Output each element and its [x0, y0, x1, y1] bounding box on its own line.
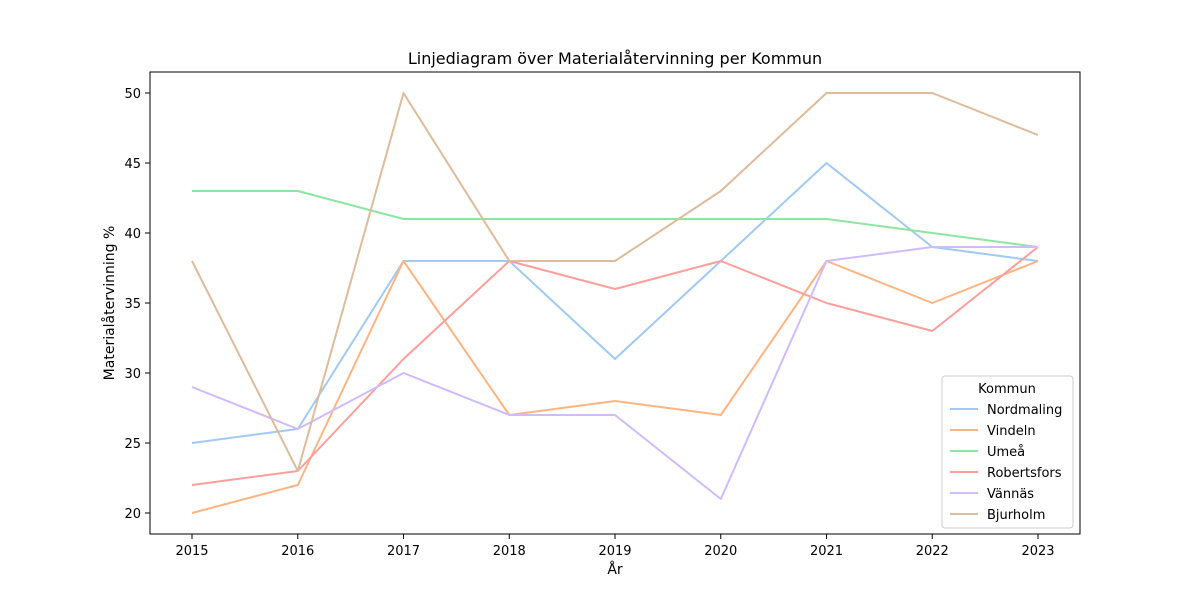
- legend-label: Vindeln: [987, 424, 1036, 439]
- legend-label: Bjurholm: [987, 508, 1045, 523]
- legend-label: Robertsfors: [987, 466, 1062, 481]
- y-tick-label: 45: [124, 157, 141, 172]
- legend: Kommun Nordmaling Vindeln Umeå Robertsfors V…: [941, 375, 1074, 529]
- legend-label: Nordmaling: [987, 403, 1062, 418]
- y-tick-label: 30: [124, 367, 141, 382]
- series-line-nordmaling: [191, 162, 1039, 444]
- series-line-vindeln: [191, 260, 1039, 514]
- legend-title: Kommun: [978, 382, 1036, 397]
- series-line-bjurholm: [191, 92, 1039, 472]
- x-tick-label: 2015: [175, 544, 208, 559]
- plot-frame: [149, 71, 1081, 535]
- series-lines: [191, 92, 1039, 514]
- legend-label: Vännäs: [987, 487, 1034, 502]
- x-tick-label: 2021: [810, 544, 843, 559]
- x-axis: 2015 2016 2017 2018 2019 2020 2021 2022 2023: [175, 534, 1055, 559]
- y-tick-label: 35: [124, 297, 141, 312]
- series-line-ume-: [192, 190, 1039, 248]
- x-tick-label: 2020: [704, 544, 737, 559]
- y-axis: 20 25 30 35 40 45 50: [124, 87, 150, 522]
- chart-title: Linjediagram över Materialåtervinning pe…: [408, 49, 822, 68]
- legend-label: Umeå: [987, 445, 1025, 460]
- x-tick-label: 2022: [916, 544, 949, 559]
- x-tick-label: 2017: [387, 544, 420, 559]
- x-tick-label: 2016: [281, 544, 314, 559]
- y-tick-label: 40: [124, 227, 141, 242]
- y-tick-label: 50: [124, 87, 141, 102]
- series-line-v-nn-s: [191, 246, 1038, 500]
- series-line-robertsfors: [191, 246, 1039, 486]
- y-axis-label: Materialåtervinning %: [101, 226, 118, 381]
- x-tick-label: 2019: [598, 544, 631, 559]
- x-tick-label: 2018: [493, 544, 526, 559]
- legend-box: [941, 375, 1074, 529]
- x-tick-label: 2023: [1021, 544, 1054, 559]
- y-tick-label: 20: [124, 507, 141, 522]
- y-tick-label: 25: [124, 437, 141, 452]
- x-axis-label: År: [607, 561, 623, 578]
